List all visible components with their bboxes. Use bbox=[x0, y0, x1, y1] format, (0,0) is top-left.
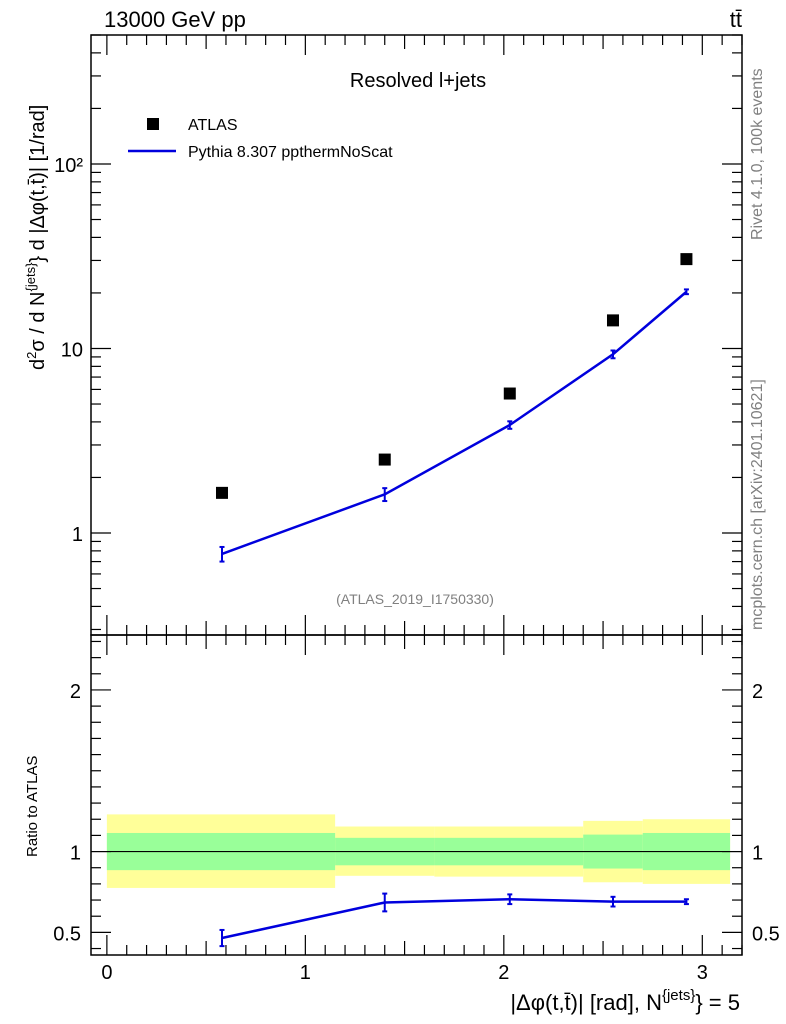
main-y-tick-label: 10 bbox=[61, 339, 83, 361]
header-process-label: tt̄ bbox=[730, 7, 742, 32]
ratio-x-tick-label: 2 bbox=[498, 962, 509, 984]
ratio-x-tick-label: 3 bbox=[697, 962, 708, 984]
legend: ATLAS Pythia 8.307 ppthermNoScat bbox=[128, 117, 393, 161]
rivet-version-label: Rivet 4.1.0, 100k events bbox=[749, 68, 766, 240]
mc-line bbox=[221, 290, 688, 556]
mcplots-label: mcplots.cern.ch [arXiv:2401.10621] bbox=[749, 379, 766, 630]
main-panel: 1 10 10² Resolved l+jets (ATLAS_2019_I1750… bbox=[23, 34, 743, 636]
ratio-x-tick-label: 0 bbox=[101, 962, 112, 984]
main-y-tick-label: 10² bbox=[54, 155, 83, 177]
ratio-mc-line bbox=[221, 897, 687, 940]
legend-atlas-marker bbox=[147, 118, 159, 130]
ratio-ylabel: Ratio to ATLAS bbox=[24, 756, 41, 857]
ratio-frame bbox=[90, 634, 743, 956]
main-plot-content bbox=[215, 253, 693, 563]
main-ylabel: d2σ / d N{jets}} d |Δφ(t,t̄)| [1/rad] bbox=[23, 105, 49, 370]
ratio-x-tick-label: 1 bbox=[300, 962, 311, 984]
main-title: Resolved l+jets bbox=[350, 70, 486, 92]
ratio-panel: 0.5 0.5 1 1 2 2 0 1 2 3 Ratio to ATLAS |Δφ(t,t̄)|… bbox=[24, 634, 780, 1015]
atlas-data-point bbox=[606, 314, 619, 327]
ratio-y-tick-label: 1 bbox=[70, 843, 81, 865]
ratio-xlabel: |Δφ(t,t̄)| [rad], N{jets}} = 5 bbox=[510, 987, 740, 1015]
atlas-data-point bbox=[680, 253, 693, 266]
ratio-plot-content bbox=[91, 814, 742, 948]
analysis-label: (ATLAS_2019_I1750330) bbox=[336, 591, 494, 607]
ratio-y-tick-label: 2 bbox=[70, 681, 81, 703]
header-energy-label: 13000 GeV pp bbox=[104, 7, 246, 32]
main-y-tick-label: 1 bbox=[72, 524, 83, 546]
atlas-data-point bbox=[215, 486, 228, 499]
ratio-axis-ticks: 0.5 0.5 1 1 2 2 0 1 2 3 bbox=[53, 635, 780, 984]
atlas-data-point bbox=[378, 453, 391, 466]
legend-mc-label: Pythia 8.307 ppthermNoScat bbox=[188, 144, 393, 161]
ratio-y-tick-label-right: 1 bbox=[752, 843, 763, 865]
ratio-y-tick-label-right: 0.5 bbox=[752, 923, 780, 945]
legend-atlas-label: ATLAS bbox=[188, 117, 238, 134]
atlas-data-point bbox=[503, 387, 516, 400]
ratio-y-tick-label: 0.5 bbox=[53, 923, 81, 945]
ratio-y-tick-label-right: 2 bbox=[752, 681, 763, 703]
